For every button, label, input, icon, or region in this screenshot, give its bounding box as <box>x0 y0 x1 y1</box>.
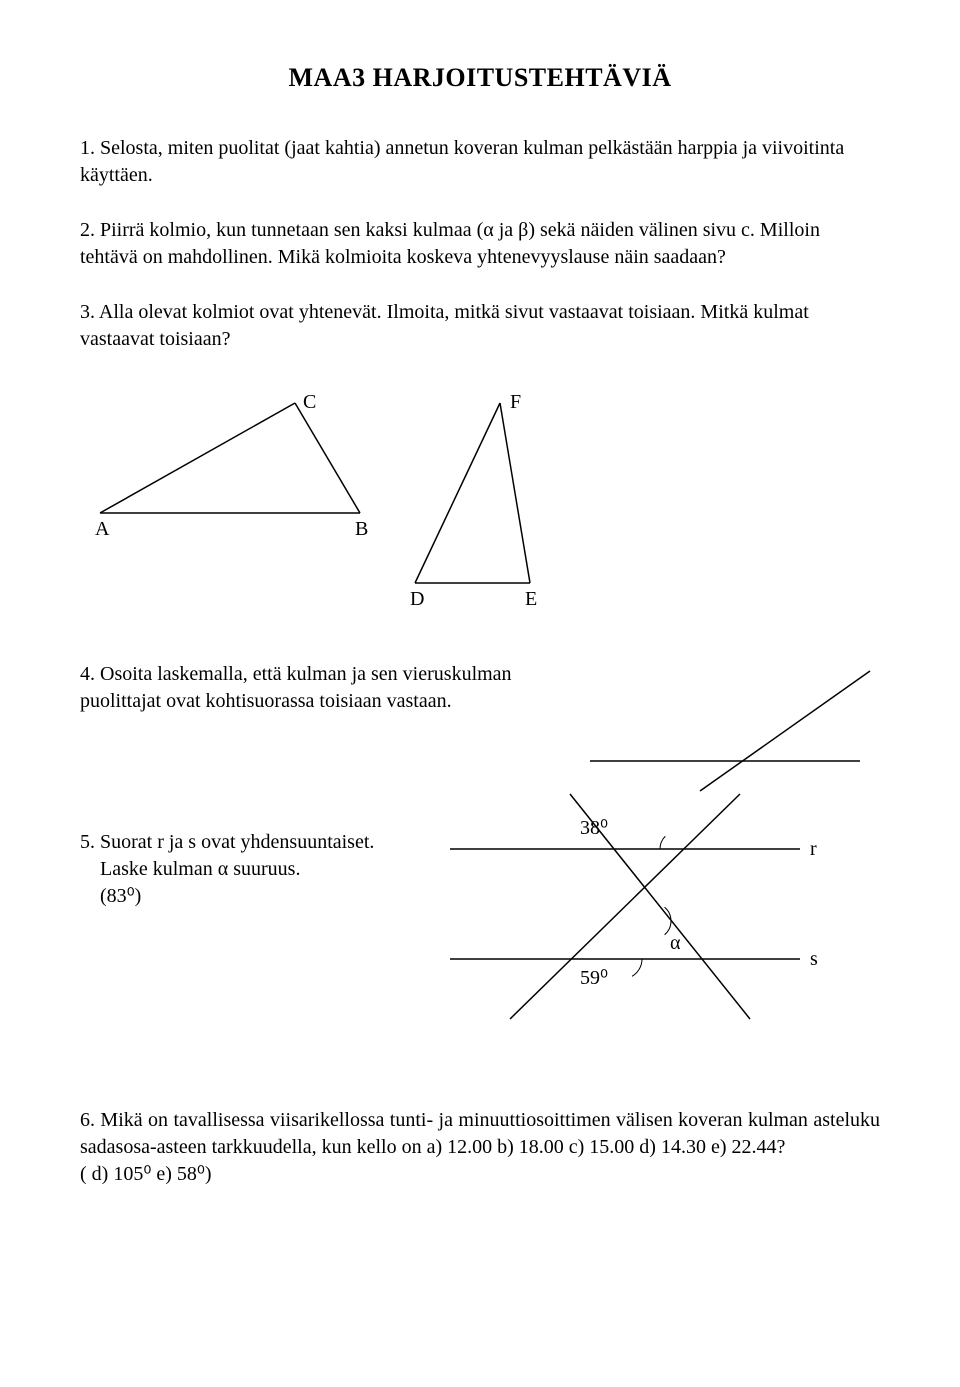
svg-text:B: B <box>355 518 368 540</box>
svg-text:D: D <box>410 588 424 610</box>
figure-bisector <box>580 661 880 809</box>
problem-6-answer: ( d) 105⁰ e) 58⁰) <box>80 1163 212 1185</box>
svg-text:α: α <box>670 932 681 954</box>
problem-2-number: 2. <box>80 219 95 241</box>
problem-3: 3. Alla olevat kolmiot ovat yhtenevät. I… <box>80 299 880 353</box>
triangles-svg: A B C D E F <box>80 383 580 613</box>
page-title: MAA3 HARJOITUSTEHTÄVIÄ <box>80 60 880 95</box>
svg-text:C: C <box>303 391 316 413</box>
svg-text:A: A <box>95 518 110 540</box>
problem-6: 6. Mikä on tavallisessa viisarikellossa … <box>80 1107 880 1188</box>
svg-text:r: r <box>810 838 817 860</box>
problem-3-number: 3. <box>80 301 95 323</box>
problem-1-number: 1. <box>80 137 95 159</box>
svg-text:s: s <box>810 948 818 970</box>
problem-4-text: Osoita laskemalla, että kulman ja sen vi… <box>80 663 512 712</box>
problem-5-text-b: Laske kulman α suuruus. <box>100 858 300 880</box>
problem-2: 2. Piirrä kolmio, kun tunnetaan sen kaks… <box>80 217 880 271</box>
svg-text:59⁰: 59⁰ <box>580 967 608 989</box>
problem-6-text: Mikä on tavallisessa viisarikellossa tun… <box>80 1109 880 1158</box>
problem-5-text-a: Suorat r ja s ovat yhdensuuntaiset. <box>100 831 374 853</box>
figure-parallel-lines: r s 38⁰ 59⁰ α <box>440 789 840 1037</box>
parallel-lines-svg: r s 38⁰ 59⁰ α <box>440 789 840 1029</box>
bisector-svg <box>580 661 880 801</box>
problem-5: 5. Suorat r ja s ovat yhdensuuntaiset. 5… <box>80 829 420 910</box>
svg-text:F: F <box>510 391 521 413</box>
problem-4-number: 4. <box>80 663 95 685</box>
svg-text:E: E <box>525 588 537 610</box>
svg-text:38⁰: 38⁰ <box>580 817 608 839</box>
problem-5-number: 5. <box>80 831 95 853</box>
problem-1-text: Selosta, miten puolitat (jaat kahtia) an… <box>80 137 844 186</box>
problem-6-number: 6. <box>80 1109 95 1131</box>
problem-4: 4. Osoita laskemalla, että kulman ja sen… <box>80 661 550 715</box>
problem-1: 1. Selosta, miten puolitat (jaat kahtia)… <box>80 135 880 189</box>
figure-triangles: A B C D E F <box>80 383 880 621</box>
problem-3-text: Alla olevat kolmiot ovat yhtenevät. Ilmo… <box>80 301 809 350</box>
problem-5-answer: (83⁰) <box>100 885 141 907</box>
problem-2-text: Piirrä kolmio, kun tunnetaan sen kaksi k… <box>80 219 820 268</box>
